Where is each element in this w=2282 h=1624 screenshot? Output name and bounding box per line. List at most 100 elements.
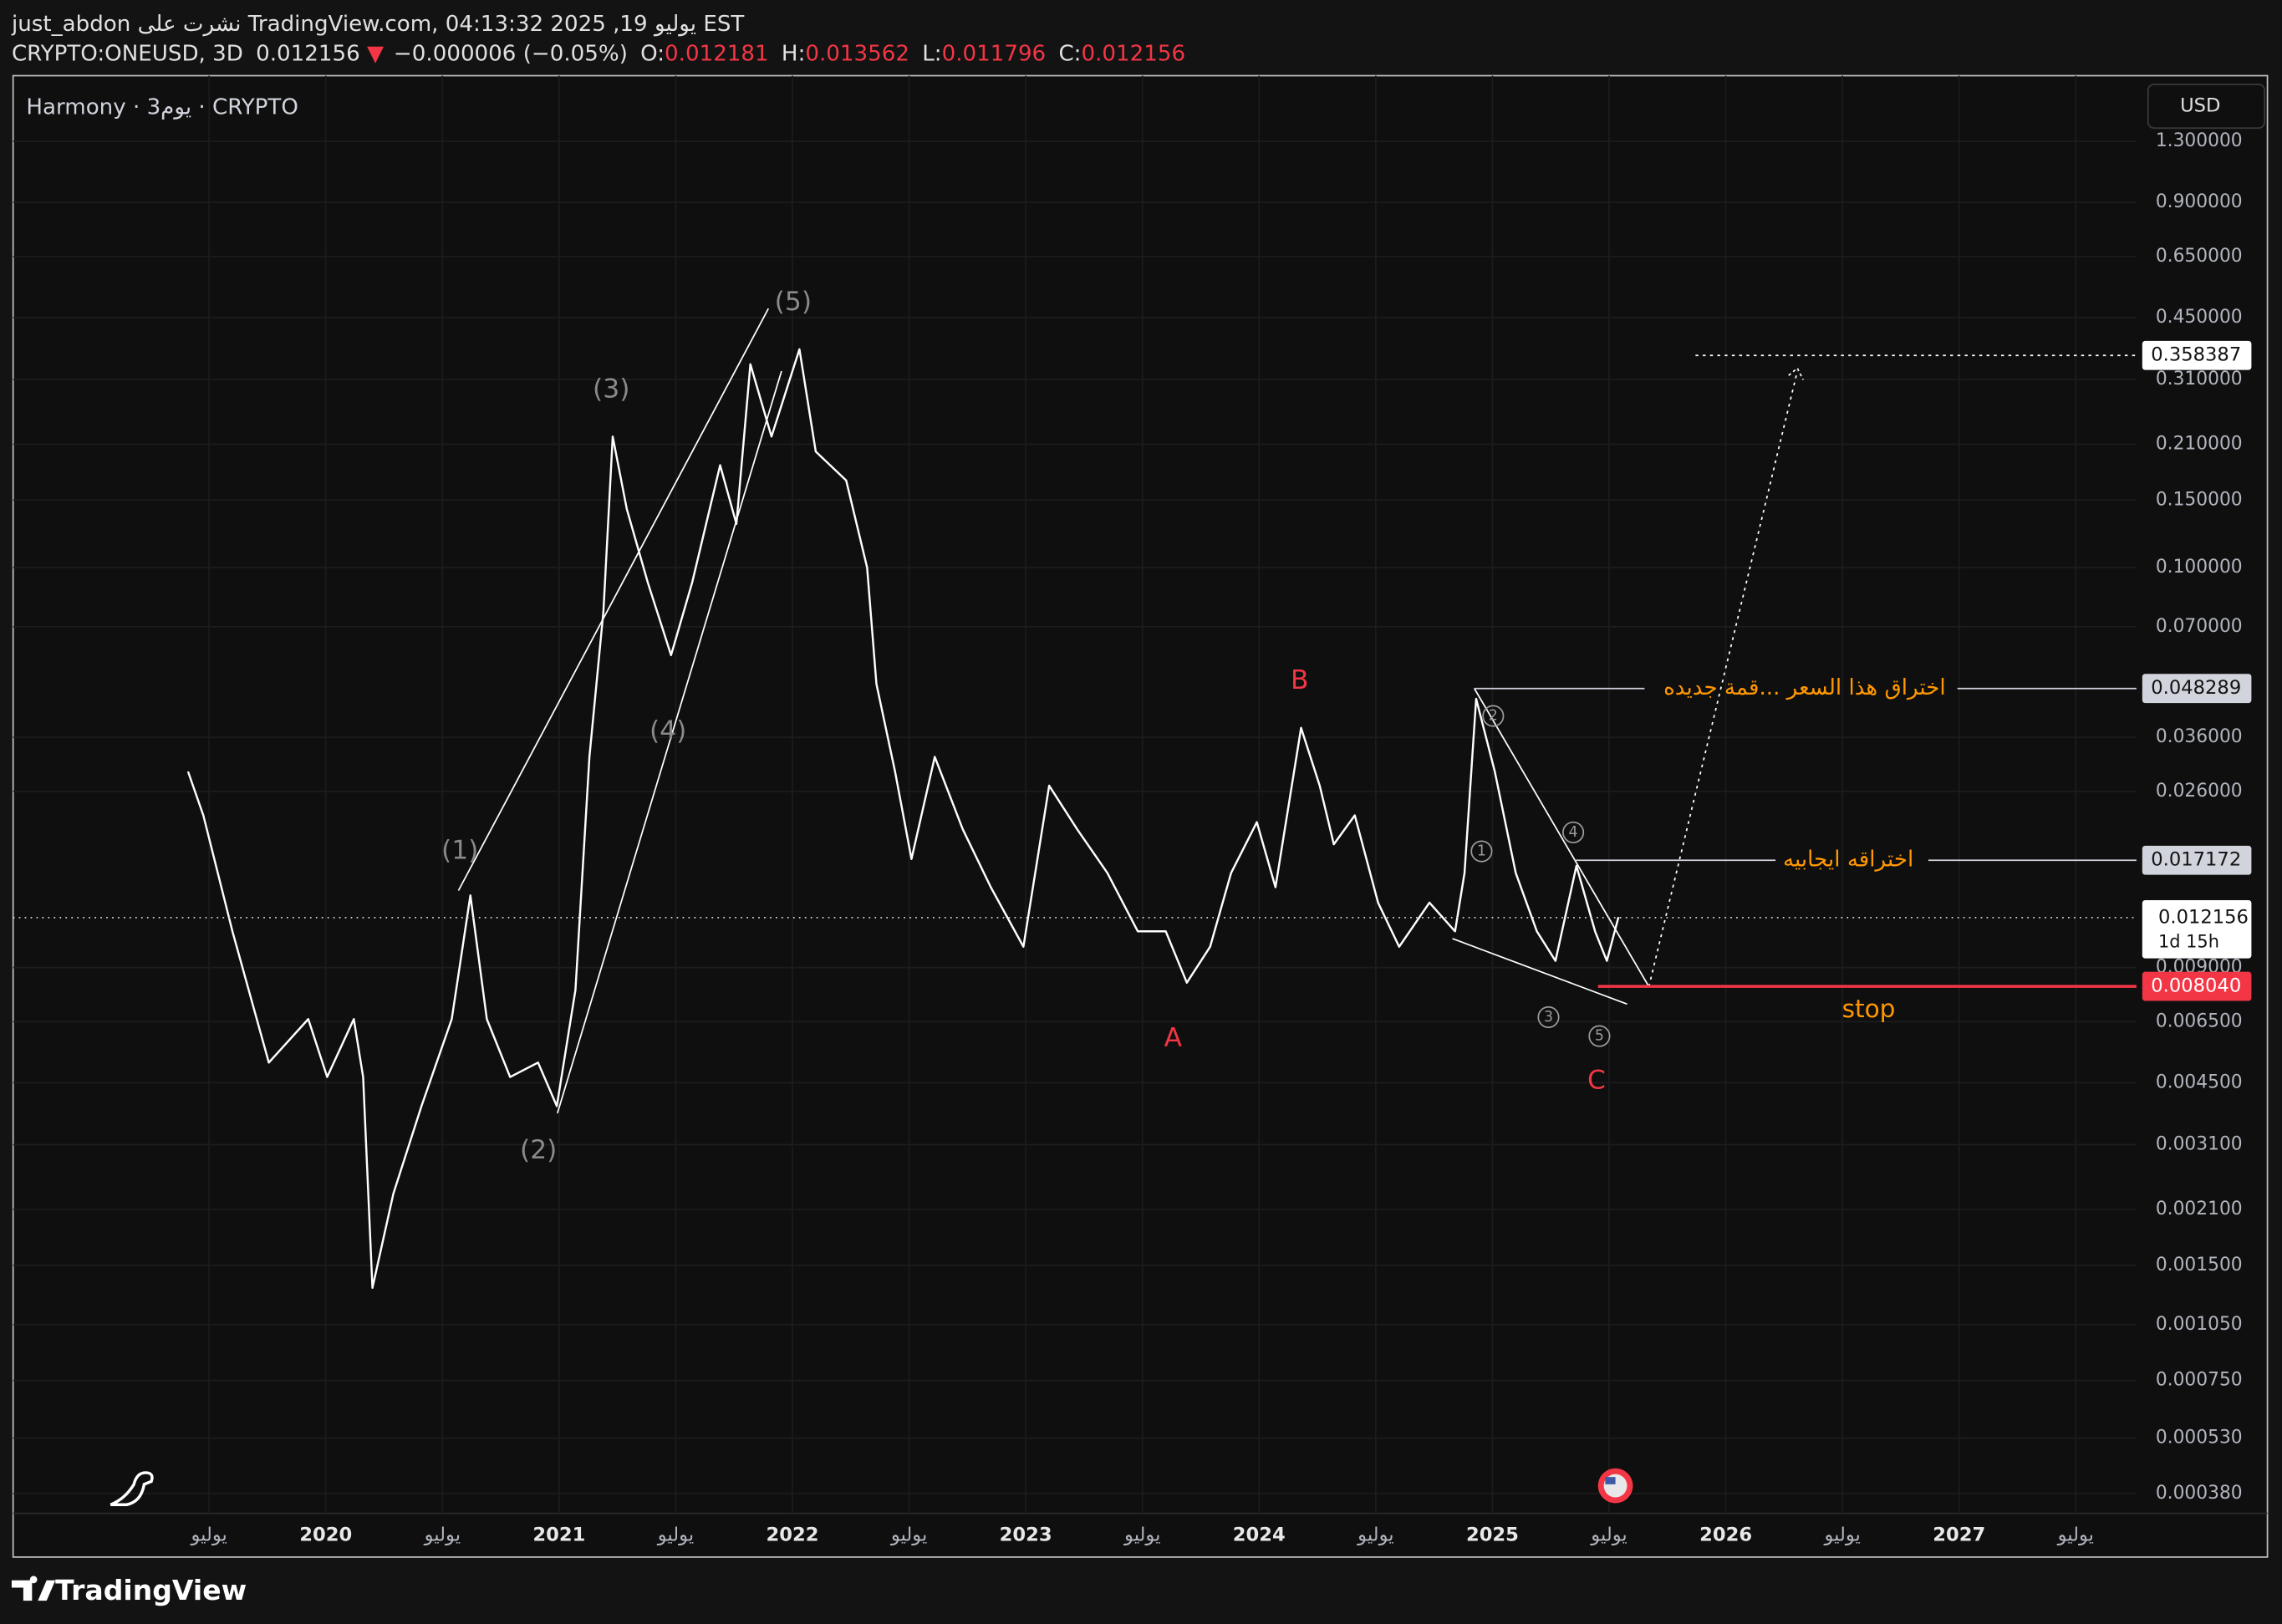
y-tick-label: 0.900000 xyxy=(2156,191,2243,212)
level-box xyxy=(2142,340,2252,370)
dino-icon xyxy=(110,1471,154,1506)
x-tick-label: 2024 xyxy=(1233,1524,1286,1545)
x-tick-label: 2021 xyxy=(532,1524,585,1545)
y-tick-label: 0.210000 xyxy=(2156,433,2243,454)
x-tick-label: يوليو xyxy=(424,1524,461,1545)
y-tick-label: 0.450000 xyxy=(2156,307,2243,328)
level-label: 0.358387 xyxy=(2151,344,2241,366)
low-value: 0.011796 xyxy=(942,41,1047,66)
y-tick-label: 0.006500 xyxy=(2156,1011,2243,1031)
level-box xyxy=(2142,674,2252,704)
y-tick-label: 0.004500 xyxy=(2156,1072,2243,1092)
close-value: 0.012156 xyxy=(1081,41,1185,66)
level-label: 0.017172 xyxy=(2151,849,2241,871)
level-label: 0.048289 xyxy=(2151,677,2241,699)
y-tick-label: 0.650000 xyxy=(2156,246,2243,267)
annotation: اختراق هذا السعر ...قمة جديده xyxy=(1663,675,1946,700)
annotation: 4 xyxy=(1569,824,1578,841)
level-box xyxy=(2142,971,2252,1001)
annotation: stop xyxy=(1842,995,1896,1023)
x-tick-label: 2027 xyxy=(1933,1524,1985,1545)
event-flag-canton xyxy=(1605,1477,1616,1484)
y-tick-label: 0.000750 xyxy=(2156,1370,2243,1391)
annotation: (1) xyxy=(441,836,478,866)
x-tick-label: يوليو xyxy=(190,1524,227,1545)
annotation: 3 xyxy=(1544,1009,1553,1026)
x-tick-label: يوليو xyxy=(1123,1524,1160,1545)
open-label: O: xyxy=(640,41,665,66)
y-tick-label: 0.310000 xyxy=(2156,369,2243,389)
high-value: 0.013562 xyxy=(805,41,909,66)
annotation: (4) xyxy=(649,716,686,746)
annotation: (3) xyxy=(593,374,629,405)
annotation: 1 xyxy=(1477,843,1486,860)
low-label: L: xyxy=(922,41,941,66)
x-tick-label: 2020 xyxy=(299,1524,352,1545)
footer: TradingView xyxy=(11,1468,1633,1606)
change-arrow: ▼ xyxy=(367,41,384,66)
wave-circle xyxy=(1470,840,1493,863)
channel-line xyxy=(457,308,770,891)
y-tick-label: 0.150000 xyxy=(2156,489,2243,510)
x-tick-label: يوليو xyxy=(1823,1524,1860,1545)
open-value: 0.012181 xyxy=(665,41,769,66)
symbol-line: CRYPTO:ONEUSD, 3D 0.012156 ▼ −0.000006 (… xyxy=(12,41,1185,66)
annotation: 2 xyxy=(1489,708,1498,725)
pane-label: Harmony · 3يوم · CRYPTO xyxy=(26,94,298,120)
wave-circle xyxy=(1537,1005,1560,1029)
drawings xyxy=(457,308,1804,1114)
x-tick-label: 2026 xyxy=(1699,1524,1752,1545)
x-tick-label: يوليو xyxy=(1357,1524,1393,1545)
y-tick-label: 0.001050 xyxy=(2156,1314,2243,1335)
wedge-line xyxy=(1452,938,1627,1005)
change: −0.000006 (−0.05%) xyxy=(394,41,628,66)
x-tick-label: يوليو xyxy=(2057,1524,2094,1545)
level-box xyxy=(2142,845,2252,875)
y-tick-label: 0.001500 xyxy=(2156,1255,2243,1275)
tv-logo xyxy=(11,1576,56,1601)
annotation: اختراقه ايجابيه xyxy=(1783,847,1913,872)
y-tick-label: 0.002100 xyxy=(2156,1199,2243,1219)
countdown: 1d 15h xyxy=(2158,932,2219,952)
last-price-label: 0.012156 xyxy=(2158,906,2249,928)
wave-circle xyxy=(1562,821,1585,843)
close-label: C: xyxy=(1058,41,1081,66)
high-label: H: xyxy=(782,41,805,66)
currency[interactable]: USD xyxy=(2180,95,2220,117)
annotation: C xyxy=(1587,1066,1606,1096)
annotation: (5) xyxy=(775,287,812,317)
x-tick-label: 2022 xyxy=(767,1524,819,1545)
currency-button[interactable] xyxy=(2147,84,2265,130)
x-tick-label: 2023 xyxy=(1000,1524,1052,1545)
wave-circle xyxy=(1588,1025,1611,1047)
projection-arrow xyxy=(1788,367,1804,380)
y-tick-label: 0.000530 xyxy=(2156,1428,2243,1448)
annotation: A xyxy=(1164,1023,1183,1053)
close-price: 0.012156 xyxy=(256,41,360,66)
annotation: B xyxy=(1291,665,1309,695)
x-tick-label: يوليو xyxy=(1590,1524,1627,1545)
y-tick-label: 0.003100 xyxy=(2156,1134,2243,1155)
x-tick-label: يوليو xyxy=(890,1524,927,1545)
wave-circle xyxy=(1482,705,1505,727)
x-tick-label: يوليو xyxy=(657,1524,694,1545)
x-tick-label: 2025 xyxy=(1466,1524,1519,1545)
y-tick-label: 0.026000 xyxy=(2156,781,2243,802)
y-tick-label: 0.100000 xyxy=(2156,557,2243,578)
level-label: 0.008040 xyxy=(2151,975,2241,997)
footer-brand: TradingView xyxy=(55,1574,247,1606)
y-tick-label: 1.300000 xyxy=(2156,130,2243,151)
wedge-line xyxy=(1473,688,1650,987)
chart-panel xyxy=(12,74,2269,1558)
price-line xyxy=(186,348,1620,1290)
annotation: 5 xyxy=(1595,1028,1604,1045)
symbol: CRYPTO:ONEUSD, 3D xyxy=(12,41,243,66)
annotation: (2) xyxy=(520,1135,557,1165)
y-tick-label: 0.036000 xyxy=(2156,726,2243,747)
channel-line xyxy=(557,370,782,1114)
author-line: just_abdon نشرت على TradingView.com, يول… xyxy=(11,12,745,37)
y-tick-label: 0.000380 xyxy=(2156,1483,2243,1504)
